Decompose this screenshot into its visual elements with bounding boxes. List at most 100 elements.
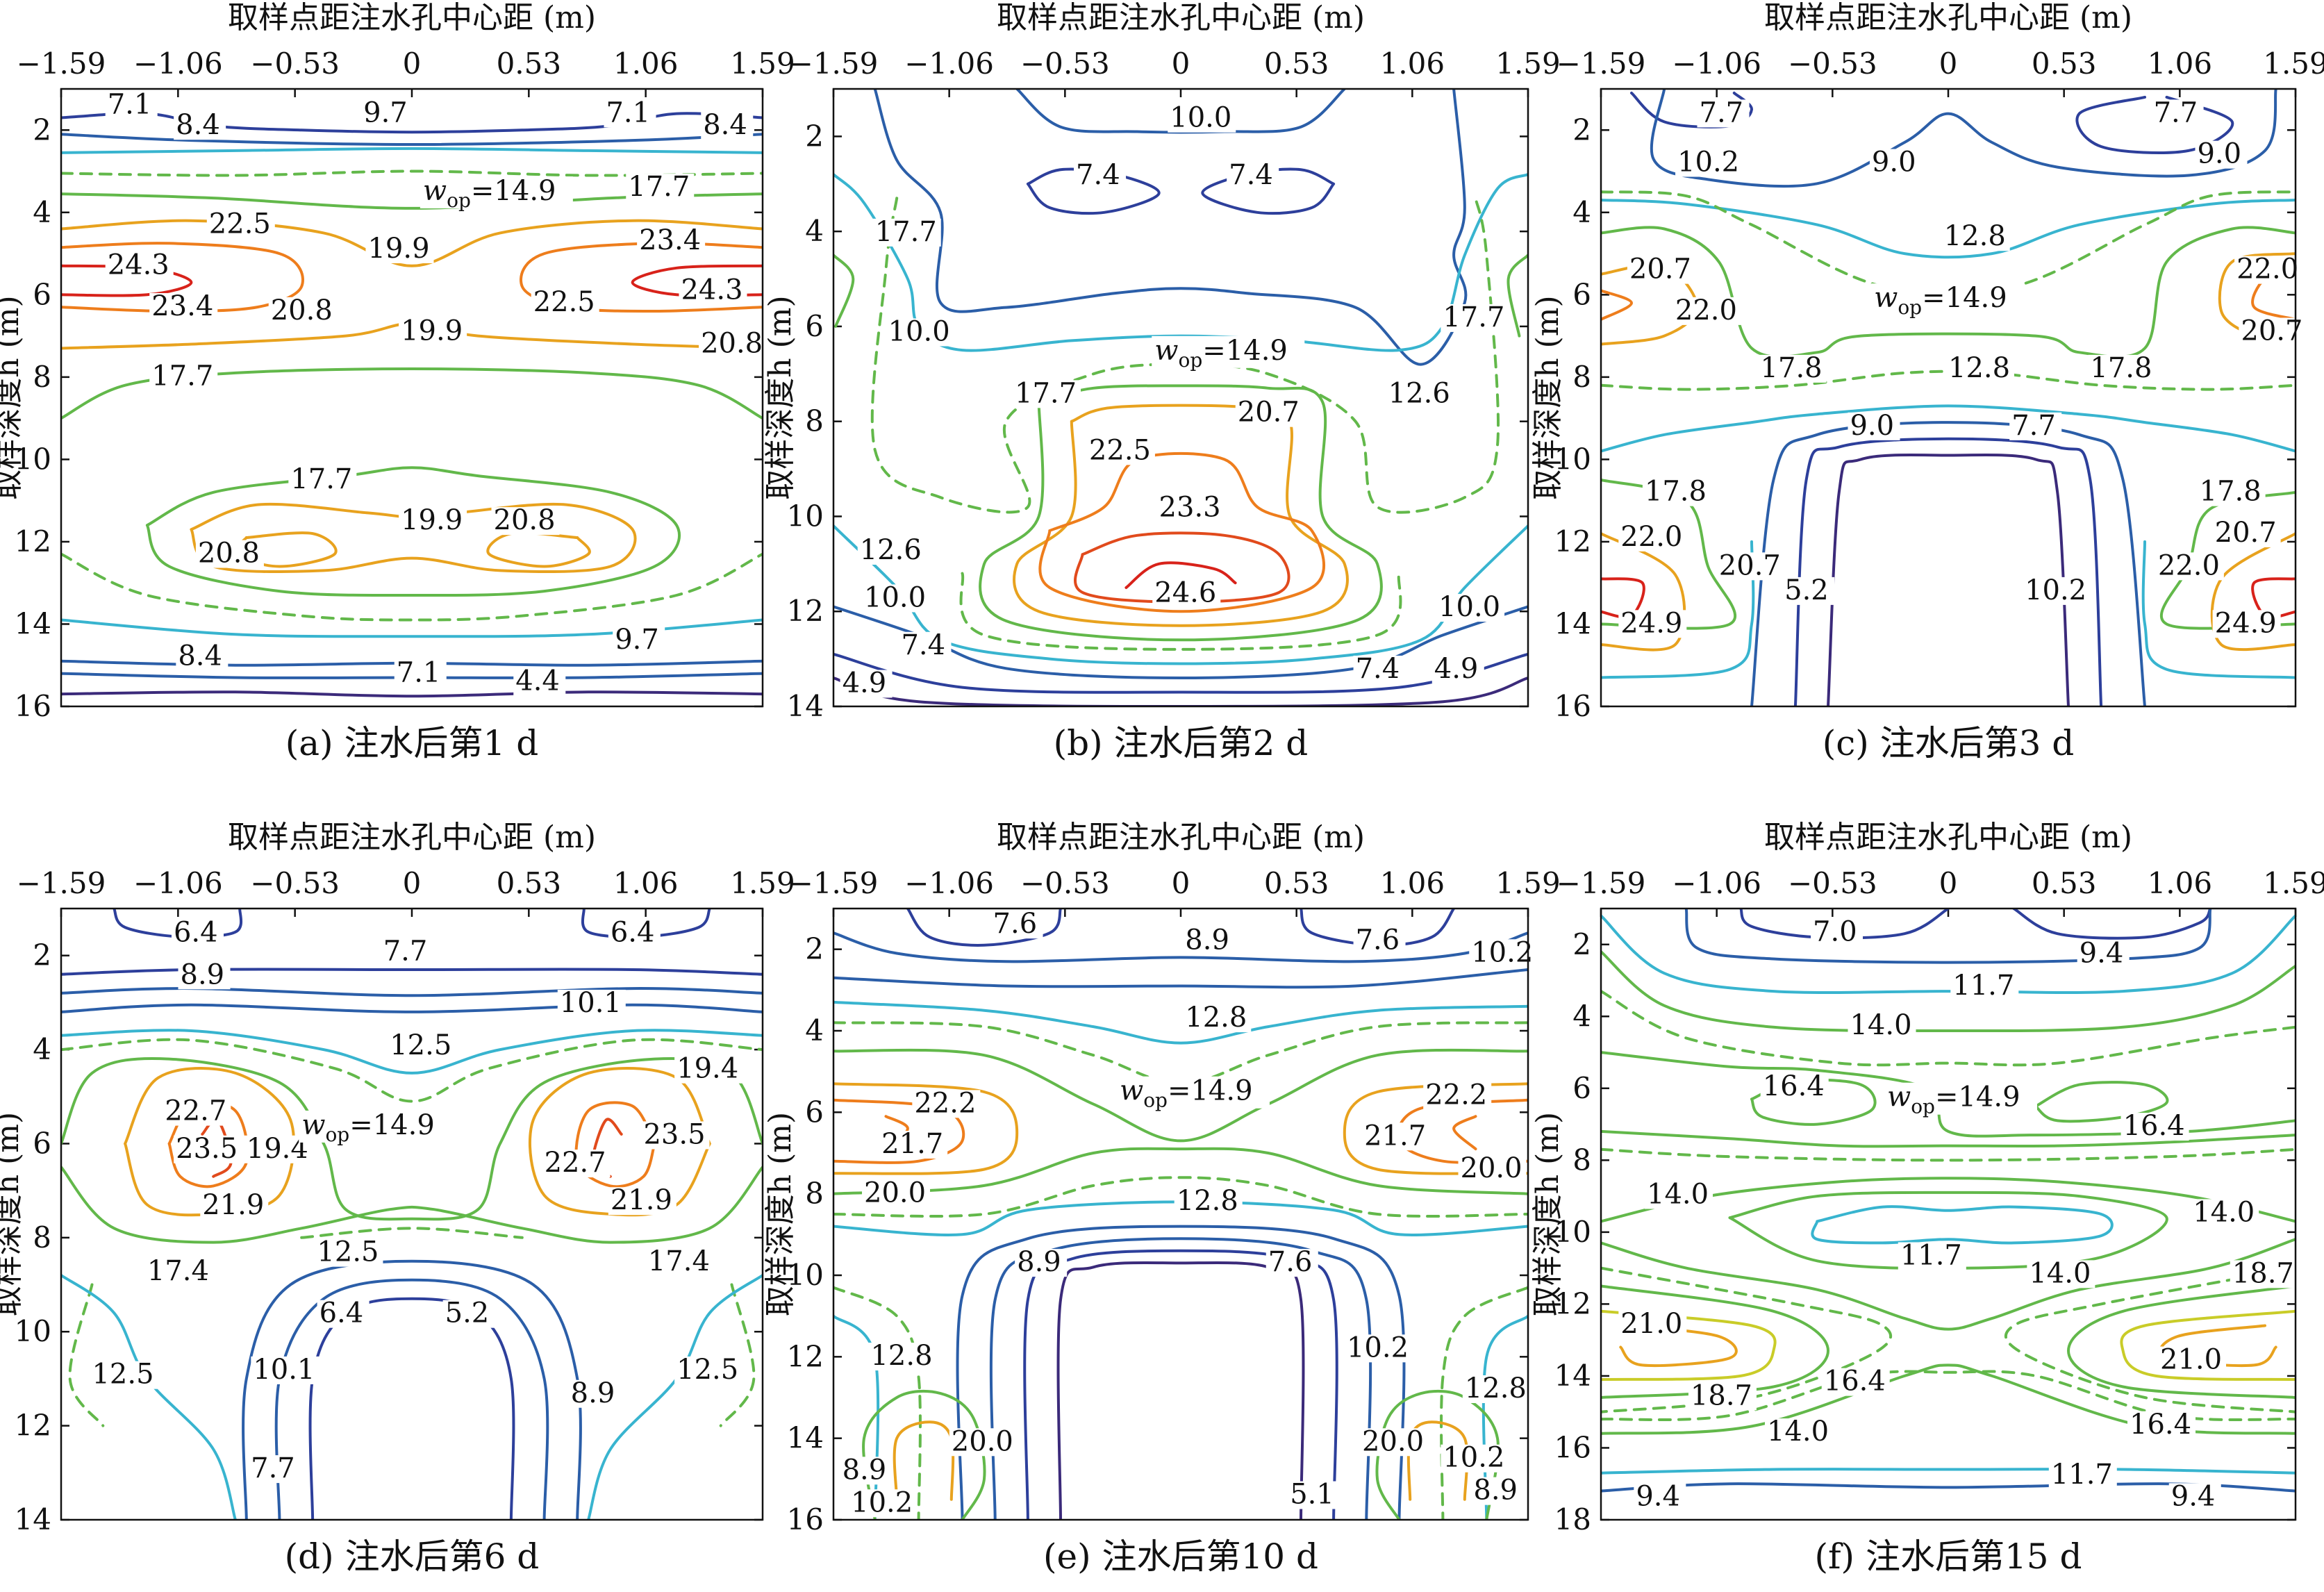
contour-label-bg bbox=[1848, 412, 1900, 440]
contour-label-bg bbox=[1353, 655, 1406, 683]
contour-label: 17.7 bbox=[151, 360, 213, 392]
contour-label: 12.5 bbox=[390, 1029, 451, 1061]
contour-label: 16.4 bbox=[1824, 1366, 1886, 1398]
contour-label-bg bbox=[442, 1300, 495, 1328]
plot-frame bbox=[60, 88, 764, 708]
contour-label: 23.4 bbox=[151, 290, 213, 322]
contour-label: 21.9 bbox=[611, 1184, 672, 1216]
contour-line-10-2 bbox=[956, 1225, 1406, 1520]
contour-label: 12.6 bbox=[1388, 377, 1450, 409]
y-tick-label: 14 bbox=[787, 689, 824, 723]
y-tick-label: 6 bbox=[1572, 277, 1591, 311]
contour-line-16-4 bbox=[2034, 1081, 2169, 1123]
contour-label: 20.0 bbox=[1362, 1425, 1424, 1457]
contour-label: 16.4 bbox=[1763, 1070, 1825, 1102]
contour-line-17-7 bbox=[1507, 254, 1528, 338]
contour-line-14-9 bbox=[1601, 370, 2296, 391]
contour-line-17-7 bbox=[862, 1389, 986, 1520]
contour-label-bg bbox=[862, 584, 931, 613]
x-tick-label: 0.53 bbox=[497, 866, 562, 900]
contour-label: 10.0 bbox=[888, 315, 950, 347]
x-tick-label: −1.06 bbox=[133, 866, 223, 900]
x-tick-label: −0.53 bbox=[1020, 866, 1110, 900]
contour-label-bg bbox=[1618, 1310, 1687, 1338]
contour-label: 7.7 bbox=[1700, 97, 1744, 128]
contour-line-8-9 bbox=[274, 1278, 549, 1520]
contour-label-bg bbox=[604, 99, 656, 128]
y-tick-label: 4 bbox=[33, 195, 51, 229]
x-tick-label: 0.53 bbox=[1264, 866, 1329, 900]
contour-label: 9.0 bbox=[1872, 147, 1916, 179]
contour-line-14-9 bbox=[719, 1283, 756, 1427]
x-tick-label: 1.59 bbox=[1495, 866, 1561, 900]
contour-label-bg bbox=[2230, 1260, 2298, 1288]
contour-label-bg bbox=[491, 507, 560, 536]
contour-label-bg bbox=[674, 1356, 743, 1384]
contour-label-bg bbox=[365, 235, 434, 263]
contour-label-bg bbox=[557, 989, 626, 1018]
contour-label: 7.4 bbox=[1229, 159, 1273, 191]
contour-label: 7.1 bbox=[397, 656, 441, 688]
contour-label: 8.9 bbox=[843, 1454, 887, 1486]
contour-label-bg bbox=[1353, 927, 1406, 955]
contour-label-bg bbox=[1697, 99, 1750, 128]
contour-label: 19.9 bbox=[367, 233, 429, 265]
y-axis-title: 取样深度h (m) bbox=[0, 1112, 26, 1316]
panel-e: 取样点距注水孔中心距 (m) 取样深度h (m) −1.59 −1.06 −0.53 0 0… bbox=[763, 820, 1561, 1577]
contour-line-10-2 bbox=[833, 968, 1528, 989]
contour-line-21-7 bbox=[833, 1098, 965, 1164]
y-tick-label: 6 bbox=[805, 1095, 824, 1129]
contour-label: 24.3 bbox=[681, 274, 742, 306]
wop-label-bg bbox=[420, 176, 573, 209]
contour-line-4-4 bbox=[61, 690, 763, 698]
contour-label: 21.7 bbox=[1364, 1120, 1426, 1152]
y-tick-label: 10 bbox=[1554, 1215, 1591, 1249]
contour-label: 17.8 bbox=[1761, 352, 1823, 384]
contour-line-11-7 bbox=[1601, 914, 2296, 995]
plot-frame bbox=[60, 907, 764, 1521]
contour-line-5-2 bbox=[1827, 454, 2070, 706]
contour-label-bg bbox=[149, 292, 218, 321]
contour-label-bg bbox=[268, 297, 337, 325]
wop-label: wop=14.9 bbox=[1154, 335, 1288, 372]
contour-label: 17.4 bbox=[147, 1255, 209, 1287]
contour-label-bg bbox=[1760, 1073, 1829, 1102]
contour-line-22-0 bbox=[1601, 289, 1633, 321]
contour-label: 7.0 bbox=[1813, 916, 1857, 948]
contour-label: 7.1 bbox=[606, 97, 650, 128]
contour-label: 7.7 bbox=[383, 935, 428, 967]
contour-label-bg bbox=[990, 911, 1043, 939]
contour-label-bg bbox=[1086, 437, 1155, 465]
contour-label-bg bbox=[2151, 99, 2204, 128]
contour-label-bg bbox=[388, 1031, 456, 1060]
x-tick-label: 1.06 bbox=[2148, 47, 2213, 81]
contour-line-11-7 bbox=[1811, 1205, 2114, 1245]
contour-label-bg bbox=[249, 1455, 301, 1484]
contour-label-bg bbox=[626, 174, 695, 202]
contour-line-22-2 bbox=[1452, 1115, 1477, 1151]
contour-label: 20.0 bbox=[952, 1425, 1013, 1457]
contour-line-7-7 bbox=[61, 968, 763, 976]
x-tick-label: 0.53 bbox=[2032, 866, 2097, 900]
contour-label-bg bbox=[840, 1457, 893, 1485]
contour-lines bbox=[833, 909, 1528, 1520]
contour-label-bg bbox=[315, 1238, 383, 1267]
contour-label: 7.1 bbox=[108, 89, 152, 121]
contour-label-bg bbox=[699, 330, 767, 358]
contour-label: 20.7 bbox=[2215, 517, 2277, 549]
contour-label-bg bbox=[1235, 399, 1304, 427]
contour-line-14-9 bbox=[1601, 1370, 2296, 1422]
contour-label: 7.6 bbox=[993, 908, 1038, 940]
contour-label-bg bbox=[1898, 1242, 1966, 1270]
contour-label: 19.4 bbox=[677, 1053, 738, 1085]
contour-line-17-4 bbox=[61, 1166, 763, 1244]
contour-label: 8.4 bbox=[178, 640, 222, 672]
contour-label-bg bbox=[1758, 354, 1827, 383]
contour-label-bg bbox=[1946, 354, 2014, 383]
y-tick-label: 8 bbox=[1572, 1143, 1591, 1177]
contour-label: 6.4 bbox=[174, 916, 218, 948]
contour-label: 10.0 bbox=[864, 581, 926, 613]
x-tick-label: −0.53 bbox=[1788, 866, 1877, 900]
contour-label: 12.8 bbox=[1185, 1002, 1247, 1034]
y-tick-label: 14 bbox=[15, 606, 51, 640]
